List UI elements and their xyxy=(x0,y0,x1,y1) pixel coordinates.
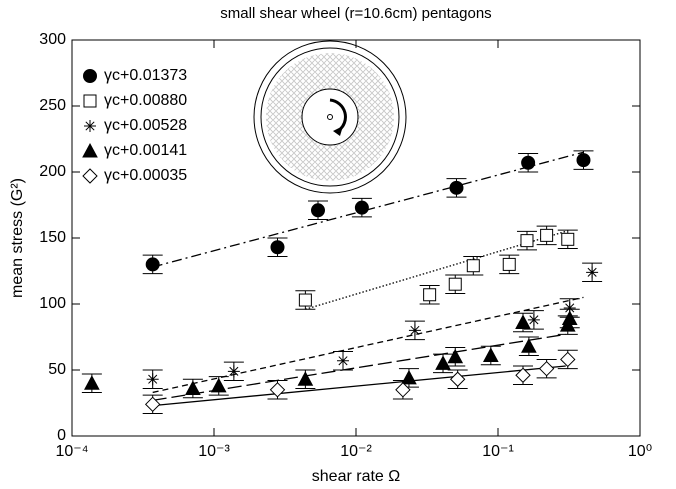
point xyxy=(270,240,285,255)
point xyxy=(586,266,599,279)
y-tick-label: 100 xyxy=(39,295,66,312)
y-tick-label: 0 xyxy=(57,427,66,444)
point xyxy=(84,375,100,390)
y-tick-label: 300 xyxy=(39,31,66,48)
legend-marker xyxy=(83,69,97,83)
legend-marker xyxy=(82,168,98,184)
point xyxy=(354,200,369,215)
point xyxy=(520,234,534,248)
point xyxy=(185,380,201,395)
point xyxy=(502,257,516,271)
point xyxy=(538,360,555,377)
y-tick-label: 200 xyxy=(39,163,66,180)
point xyxy=(576,153,591,168)
y-tick-label: 50 xyxy=(48,361,66,378)
point xyxy=(144,396,161,413)
point xyxy=(297,371,314,386)
point xyxy=(563,301,576,314)
legend-label: γc+0.00880 xyxy=(104,92,187,109)
y-axis-label: mean stress (G²) xyxy=(9,178,26,298)
point xyxy=(298,293,312,307)
point xyxy=(521,155,536,170)
point xyxy=(310,203,325,218)
point xyxy=(227,365,240,378)
point xyxy=(145,257,160,272)
legend-label: γc+0.00528 xyxy=(104,117,187,134)
point xyxy=(449,371,466,387)
x-axis-label: shear rate Ω xyxy=(312,468,400,485)
legend-label: γc+0.00141 xyxy=(104,142,187,159)
point xyxy=(560,351,576,368)
point xyxy=(408,324,421,337)
point xyxy=(515,314,531,329)
x-tick-label: 10⁻¹ xyxy=(482,443,514,460)
point xyxy=(146,373,159,386)
point xyxy=(482,347,499,362)
point xyxy=(395,382,411,398)
fit-line xyxy=(152,365,566,407)
inset-wheel xyxy=(253,40,407,194)
point xyxy=(447,348,464,364)
x-tick-label: 10⁻² xyxy=(340,443,372,460)
point xyxy=(515,367,531,383)
point xyxy=(435,355,451,370)
point xyxy=(561,232,575,246)
x-tick-label: 10⁻³ xyxy=(198,443,230,460)
point xyxy=(448,277,462,291)
legend-marker xyxy=(83,94,97,108)
point xyxy=(466,259,480,273)
point xyxy=(561,310,578,326)
legend-label: γc+0.00035 xyxy=(104,167,187,184)
y-tick-label: 150 xyxy=(39,229,66,246)
legend-marker xyxy=(84,120,96,132)
x-tick-label: 10⁻⁴ xyxy=(55,443,88,460)
point xyxy=(527,313,540,326)
y-tick-label: 250 xyxy=(39,97,66,114)
point xyxy=(423,288,437,302)
legend-label: γc+0.01373 xyxy=(104,67,187,84)
point xyxy=(521,338,537,353)
point xyxy=(269,382,286,398)
point xyxy=(540,228,554,242)
point xyxy=(337,354,350,367)
x-tick-label: 10⁰ xyxy=(628,443,652,460)
chart-title: small shear wheel (r=10.6cm) pentagons xyxy=(220,5,491,22)
point xyxy=(210,377,227,393)
point xyxy=(449,180,464,195)
legend-marker xyxy=(82,142,98,158)
